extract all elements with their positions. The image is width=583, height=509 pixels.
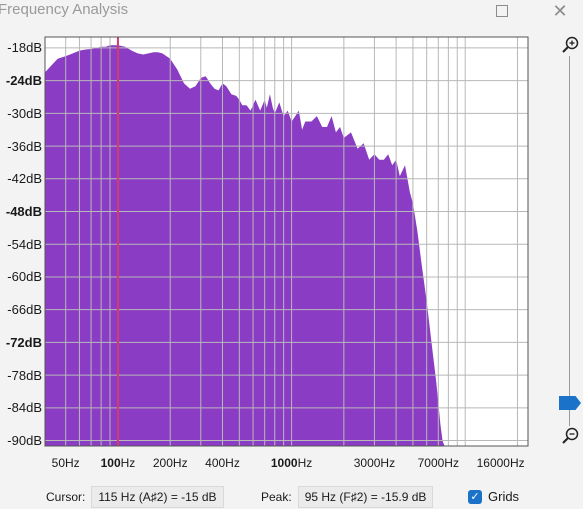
zoom-in-button[interactable] [561, 36, 579, 54]
x-tick-label: 1000Hz [270, 456, 313, 470]
y-tick-label: -54dB [7, 236, 42, 252]
y-tick-label: -36dB [7, 138, 42, 154]
window-title: Frequency Analysis [0, 1, 129, 18]
y-tick-label: -48dB [5, 204, 42, 219]
maximize-icon [496, 5, 508, 17]
y-tick-label: -84dB [7, 400, 42, 416]
peak-readout: Peak: 95 Hz (F♯2) = -15.9 dB [261, 486, 434, 508]
zoom-out-button[interactable] [561, 427, 579, 445]
y-tick-label: -60dB [7, 269, 42, 285]
cursor-value: 115 Hz (A♯2) = -15 dB [91, 486, 224, 508]
peak-value: 95 Hz (F♯2) = -15.9 dB [297, 486, 434, 508]
y-tick-label: -24dB [5, 73, 42, 89]
y-tick-label: -42dB [7, 171, 42, 187]
plot-border [44, 36, 529, 447]
x-tick-label: 100Hz [100, 456, 136, 470]
close-icon: ✕ [552, 0, 568, 22]
grids-toggle[interactable]: ✓ Grids [468, 489, 519, 504]
maximize-button[interactable] [482, 0, 522, 22]
y-tick-label: -30dB [7, 105, 42, 121]
grids-checkbox[interactable]: ✓ [468, 489, 482, 504]
x-tick-label: 50Hz [51, 456, 80, 470]
cursor-label: Cursor: [46, 490, 86, 504]
y-tick-label: -72dB [5, 334, 42, 350]
y-tick-label: -18dB [7, 40, 42, 56]
zoom-slider-thumb[interactable] [559, 396, 581, 410]
close-button[interactable]: ✕ [540, 0, 580, 22]
zoom-slider-track[interactable] [569, 56, 570, 426]
x-tick-label: 7000Hz [417, 456, 459, 470]
peak-label: Peak: [261, 490, 292, 504]
x-tick-label: 200Hz [152, 456, 188, 470]
y-tick-label: -90dB [7, 433, 42, 449]
x-tick-label: 3000Hz [353, 456, 396, 470]
title-bar: Frequency Analysis ✕ [0, 0, 583, 24]
x-tick-label: 16000Hz [476, 456, 525, 470]
spectrum-area [45, 45, 528, 446]
y-tick-label: -66dB [7, 302, 42, 318]
y-tick-label: -78dB [7, 367, 42, 383]
grids-label: Grids [488, 489, 520, 504]
x-tick-label: 400Hz [205, 456, 240, 470]
cursor-readout: Cursor: 115 Hz (A♯2) = -15 dB [46, 486, 224, 508]
zoom-out-icon [562, 427, 579, 444]
zoom-in-icon [562, 36, 579, 53]
